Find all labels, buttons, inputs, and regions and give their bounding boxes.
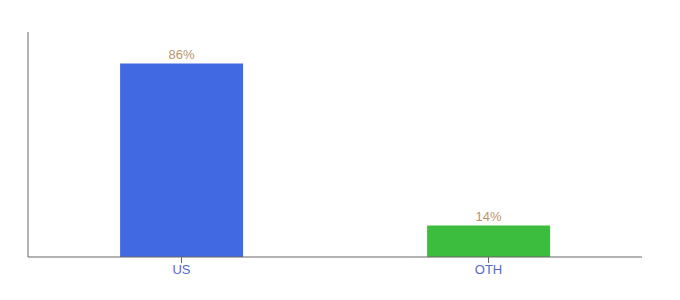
svg-text:OTH: OTH xyxy=(475,262,502,277)
svg-text:US: US xyxy=(172,262,190,277)
svg-text:14%: 14% xyxy=(476,209,502,224)
svg-text:86%: 86% xyxy=(169,47,195,62)
